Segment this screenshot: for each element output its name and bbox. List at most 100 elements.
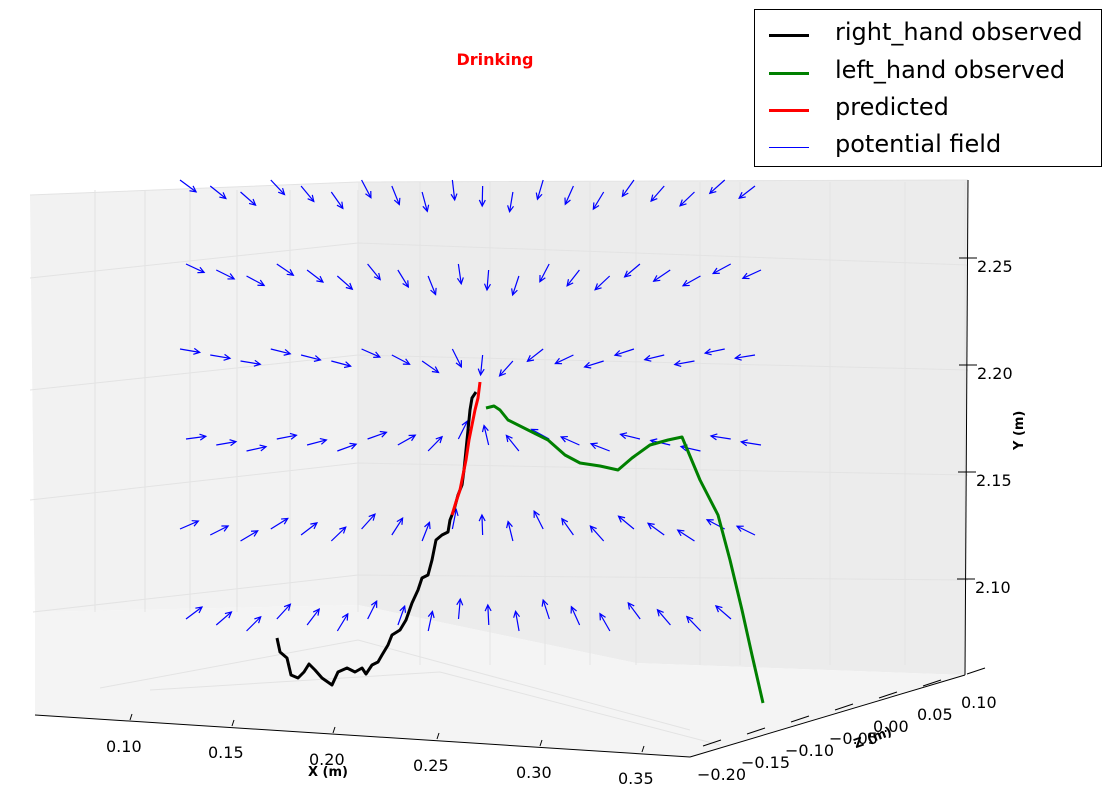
field-arrow — [427, 435, 444, 452]
x-tick-label: 0.15 — [208, 743, 244, 762]
field-arrow — [554, 354, 574, 365]
legend-swatch — [769, 147, 809, 148]
field-arrow — [619, 432, 641, 440]
field-arrow — [427, 610, 435, 632]
field-arrow — [179, 520, 200, 530]
field-arrow — [739, 439, 762, 447]
grid-line — [149, 671, 721, 746]
field-arrow — [240, 530, 259, 542]
field-arrow — [656, 608, 671, 626]
field-arrow — [361, 179, 372, 199]
z-tick-label: 0.00 — [873, 717, 909, 736]
field-arrow — [450, 179, 458, 202]
x-tick-mark — [641, 745, 645, 753]
field-arrow — [391, 185, 401, 206]
back-pane-right — [358, 180, 968, 675]
field-arrow — [337, 442, 358, 452]
z-tick-mark — [922, 679, 942, 687]
field-arrow — [539, 263, 550, 283]
field-arrow — [246, 275, 266, 287]
field-arrow — [646, 522, 665, 536]
field-arrow — [456, 263, 464, 286]
legend-swatch — [769, 72, 809, 75]
field-arrow — [484, 603, 492, 626]
legend-label: potential field — [835, 130, 1002, 158]
field-arrow — [681, 275, 701, 287]
field-arrow — [391, 354, 411, 365]
legend-label: right_hand observed — [835, 18, 1083, 46]
field-arrow — [421, 191, 430, 213]
field-arrow — [179, 347, 202, 355]
z-tick-mark — [790, 715, 810, 723]
grid-lines — [29, 179, 969, 746]
field-arrow — [735, 525, 756, 536]
field-arrow — [276, 263, 295, 276]
field-arrow — [367, 263, 382, 281]
field-arrow — [652, 269, 671, 282]
grid-line — [29, 179, 969, 196]
field-arrow — [481, 424, 490, 446]
field-arrow — [583, 360, 604, 369]
predicted-line — [450, 381, 482, 516]
field-arrow — [564, 185, 574, 206]
field-arrow — [533, 509, 544, 530]
field-arrow — [643, 354, 665, 362]
y-tick-label: 2.10 — [975, 578, 1011, 597]
field-arrow — [367, 430, 388, 440]
z-tick-label: −0.20 — [697, 765, 746, 784]
field-arrow — [679, 191, 695, 207]
field-arrow — [361, 513, 376, 530]
field-arrow — [216, 439, 238, 447]
field-arrow — [427, 275, 437, 296]
field-arrow — [673, 360, 695, 368]
field-arrow — [741, 269, 762, 280]
field-arrow — [506, 520, 514, 542]
field-arrow — [513, 609, 521, 632]
grid-line — [29, 354, 969, 391]
field-arrow — [613, 348, 635, 357]
z-tick-mark — [702, 739, 722, 747]
field-arrow — [592, 191, 605, 211]
left-hand-line — [485, 404, 765, 704]
field-arrow — [240, 191, 257, 207]
field-arrow — [391, 517, 404, 536]
legend-item-potential-field: potential field — [769, 130, 1099, 162]
x-tick-mark — [129, 713, 133, 721]
field-arrow — [594, 275, 611, 291]
field-arrow — [300, 354, 322, 362]
y-tick-label: 2.20 — [977, 364, 1013, 383]
field-arrow — [478, 185, 486, 208]
x-tick-mark — [332, 726, 336, 734]
field-arrow — [650, 185, 665, 203]
field-arrow — [331, 360, 352, 369]
field-arrow — [330, 191, 344, 210]
field-arrow — [714, 605, 732, 620]
field-arrow — [336, 275, 354, 291]
field-arrow — [209, 185, 227, 200]
field-arrow — [478, 513, 486, 536]
chart-title: Drinking — [456, 50, 534, 69]
field-arrow — [709, 433, 731, 441]
grid-line — [29, 242, 969, 279]
z-tick-label: −0.15 — [741, 753, 790, 772]
field-arrow — [306, 269, 325, 283]
field-arrow — [507, 191, 515, 214]
y-tick-label: 2.15 — [976, 471, 1012, 490]
field-arrow — [336, 612, 349, 632]
field-arrow — [421, 521, 431, 542]
field-arrow — [306, 608, 321, 626]
z-tick-mark — [878, 691, 898, 699]
z-tick-mark — [834, 703, 854, 711]
field-arrow — [566, 269, 580, 287]
field-arrow — [397, 434, 417, 446]
x-tick-mark — [231, 719, 235, 727]
legend: right_hand observed left_hand observed p… — [754, 9, 1102, 167]
field-arrow — [246, 615, 262, 632]
field-arrow — [367, 599, 378, 620]
legend-label: predicted — [835, 93, 949, 121]
back-pane-left — [30, 182, 358, 612]
legend-item-predicted: predicted — [769, 93, 1099, 125]
z-tick-mark — [746, 727, 766, 735]
x-tick-label: 0.25 — [413, 756, 449, 775]
